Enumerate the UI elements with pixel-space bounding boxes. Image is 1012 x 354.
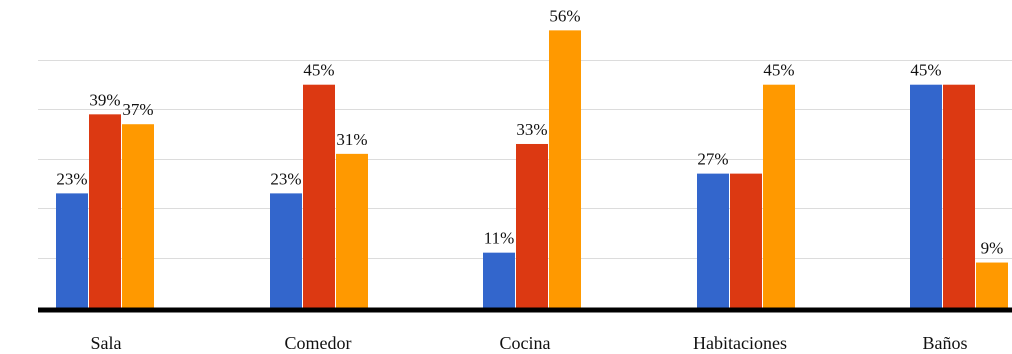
data-label: 37% <box>122 100 153 119</box>
category-label: Cocina <box>500 333 551 353</box>
bar <box>516 143 548 309</box>
data-label: 39% <box>89 90 120 109</box>
bar <box>270 193 302 309</box>
bar <box>56 193 88 309</box>
data-label: 45% <box>910 61 941 80</box>
data-labels: 23% 39%37% 23% 45% 31% 11% 33% 56% 27% 45% 45% 9% <box>56 6 1003 257</box>
data-label: 45% <box>303 61 334 80</box>
bar <box>89 114 121 309</box>
bar <box>730 173 762 309</box>
bar <box>483 252 515 309</box>
bar <box>697 173 729 309</box>
bar <box>336 153 368 309</box>
data-label: 9% <box>981 239 1004 258</box>
category-label: Habitaciones <box>693 333 787 353</box>
category-label: Baños <box>923 333 968 353</box>
bar <box>763 84 795 309</box>
bar <box>303 84 335 309</box>
data-label: 45% <box>763 61 794 80</box>
bar <box>910 84 942 309</box>
bars <box>56 30 1008 310</box>
data-label: 31% <box>336 130 367 149</box>
data-label: 27% <box>697 150 728 169</box>
data-label: 33% <box>516 120 547 139</box>
category-label: Comedor <box>285 333 352 353</box>
data-label: 56% <box>549 6 580 25</box>
category-labels: Sala Comedor Cocina Habitaciones Baños <box>91 333 968 353</box>
data-label: 23% <box>270 169 301 188</box>
category-label: Sala <box>91 333 122 353</box>
bar <box>943 84 975 309</box>
bar <box>976 262 1008 309</box>
bar <box>549 30 581 310</box>
data-label: 11% <box>484 229 515 248</box>
data-label: 23% <box>56 169 87 188</box>
bar <box>122 124 154 309</box>
